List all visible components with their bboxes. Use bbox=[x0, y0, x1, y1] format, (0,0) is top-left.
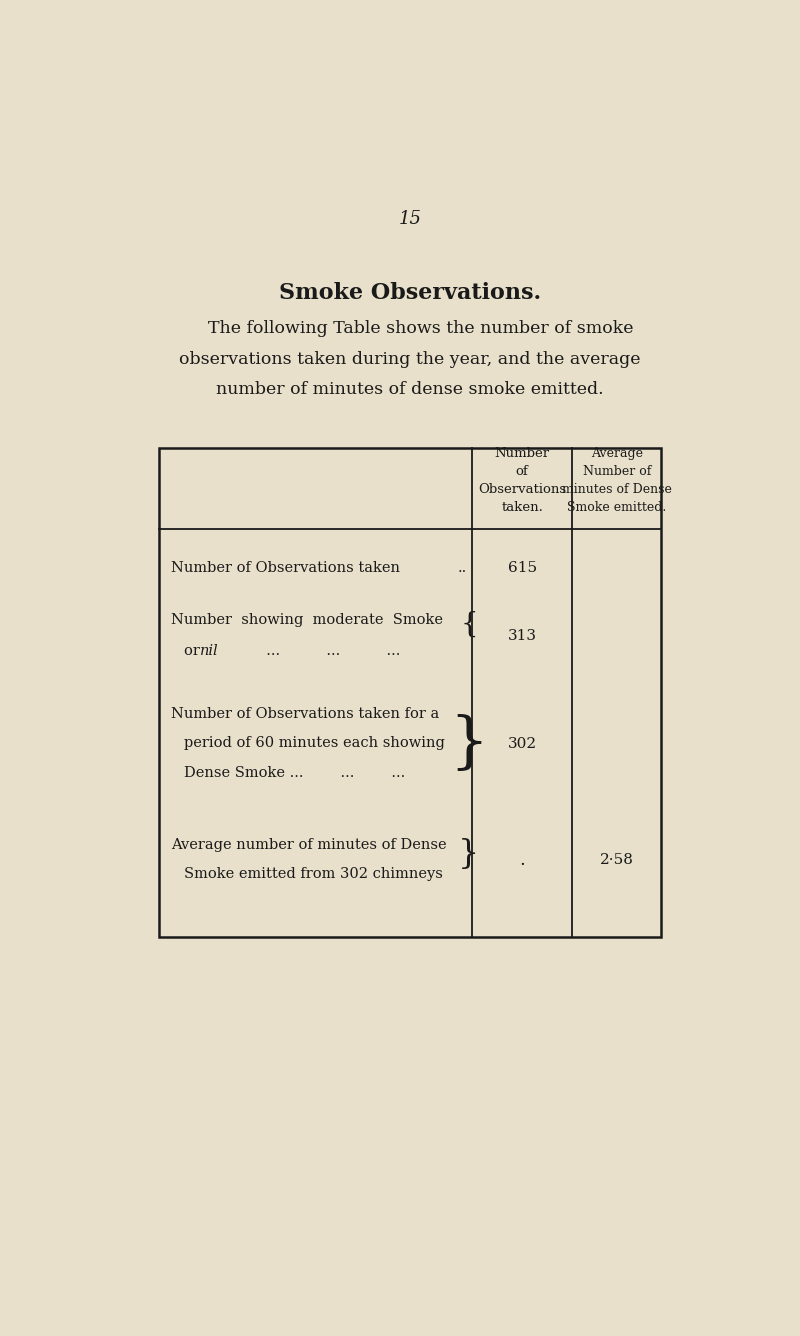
Text: 15: 15 bbox=[398, 210, 422, 227]
Text: .: . bbox=[519, 851, 525, 868]
Bar bbox=[159, 449, 661, 937]
Text: Number of Observations taken: Number of Observations taken bbox=[171, 561, 400, 574]
Text: ..: .. bbox=[458, 561, 467, 574]
Text: 2·58: 2·58 bbox=[600, 852, 634, 867]
Text: 615: 615 bbox=[508, 561, 537, 574]
Text: Number  showing  moderate  Smoke: Number showing moderate Smoke bbox=[171, 613, 443, 627]
Text: 302: 302 bbox=[508, 736, 537, 751]
Text: Smoke Observations.: Smoke Observations. bbox=[279, 282, 541, 303]
Text: Number of Observations taken for a: Number of Observations taken for a bbox=[171, 707, 439, 720]
Text: Number
of
Observations
taken.: Number of Observations taken. bbox=[478, 446, 566, 514]
Text: ...          ...          ...: ... ... ... bbox=[220, 644, 401, 659]
Text: Average
Number of
minutes of Dense
Smoke emitted.: Average Number of minutes of Dense Smoke… bbox=[562, 446, 672, 514]
Text: number of minutes of dense smoke emitted.: number of minutes of dense smoke emitted… bbox=[216, 382, 604, 398]
Text: }: } bbox=[458, 838, 479, 870]
Text: observations taken during the year, and the average: observations taken during the year, and … bbox=[179, 350, 641, 367]
Text: Smoke emitted from 302 chimneys: Smoke emitted from 302 chimneys bbox=[184, 867, 442, 882]
Text: }: } bbox=[450, 713, 488, 774]
Text: 313: 313 bbox=[508, 629, 537, 643]
Text: period of 60 minutes each showing: period of 60 minutes each showing bbox=[184, 736, 445, 749]
Text: Average number of minutes of Dense: Average number of minutes of Dense bbox=[171, 839, 447, 852]
Text: {: { bbox=[460, 611, 478, 637]
Text: or: or bbox=[184, 644, 204, 659]
Text: nil: nil bbox=[201, 644, 219, 659]
Text: Dense Smoke ...        ...        ...: Dense Smoke ... ... ... bbox=[184, 767, 405, 780]
Text: The following Table shows the number of smoke: The following Table shows the number of … bbox=[186, 319, 634, 337]
